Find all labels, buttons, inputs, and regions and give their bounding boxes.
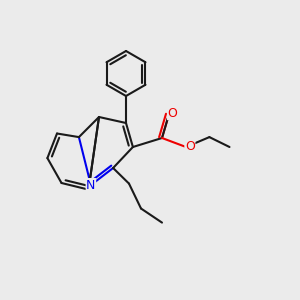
- Text: O: O: [185, 140, 195, 154]
- Text: O: O: [168, 106, 177, 120]
- Text: N: N: [86, 178, 96, 192]
